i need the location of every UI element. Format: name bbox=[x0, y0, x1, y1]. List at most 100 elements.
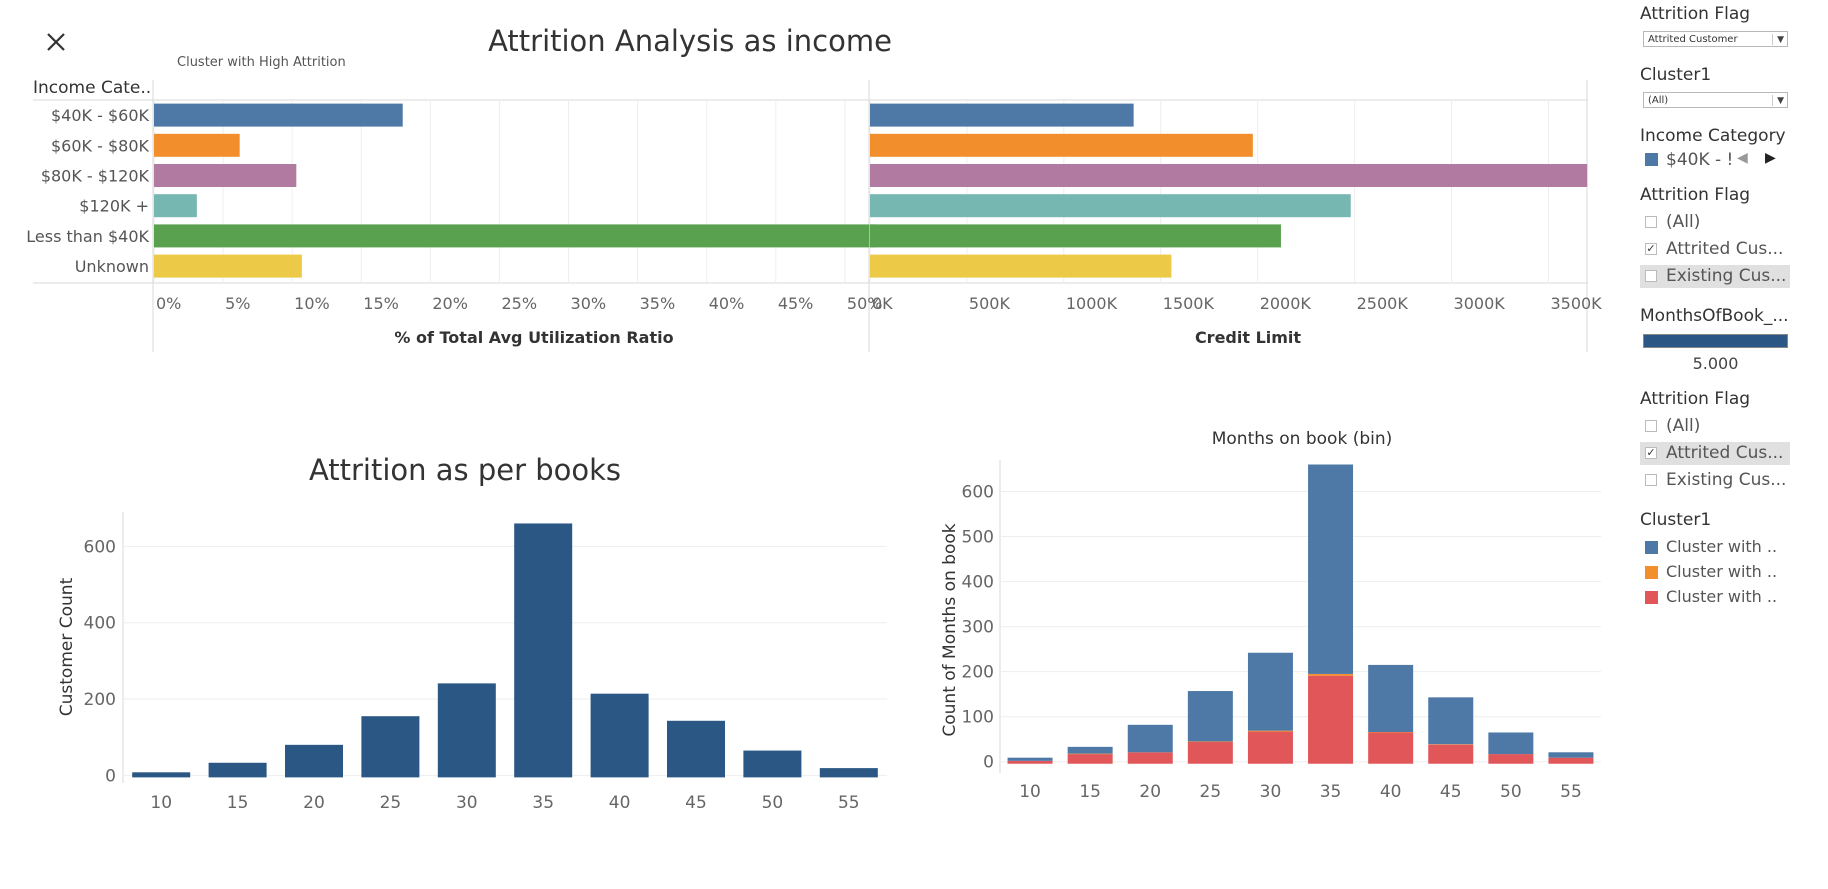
x-tick-label: 10 bbox=[1019, 782, 1041, 802]
filter-option-label: Attrited Cus... bbox=[1666, 443, 1784, 463]
tick-label-utilization: 10% bbox=[294, 294, 330, 313]
checkbox-icon bbox=[1645, 474, 1657, 486]
stacked-bar-segment-0 bbox=[1007, 760, 1053, 764]
legend-swatch bbox=[1645, 566, 1658, 579]
attrition-flag-list-1-title: Attrition Flag bbox=[1640, 185, 1751, 205]
filter-option[interactable]: (All) bbox=[1640, 211, 1790, 234]
tick-label-utilization: 50% bbox=[847, 294, 883, 313]
stacked-bar-segment-2 bbox=[1368, 664, 1414, 733]
stacked-bar-segment-2 bbox=[1428, 697, 1474, 745]
tick-label-utilization: 30% bbox=[571, 294, 607, 313]
chart-title: Months on book (bin) bbox=[1212, 429, 1393, 449]
chart-title: Attrition as per books bbox=[309, 453, 621, 487]
bar-utilization bbox=[154, 133, 240, 157]
row-header: Income Cate.. bbox=[33, 78, 151, 98]
attrition-flag-dropdown[interactable]: Attrited Customer ▼ bbox=[1643, 31, 1788, 47]
attrition-flag-list-2-title: Attrition Flag bbox=[1640, 389, 1751, 409]
x-tick-label: 55 bbox=[838, 793, 860, 813]
caret-right-icon[interactable]: ▶ bbox=[1765, 150, 1776, 166]
legend-item[interactable]: Cluster with .. bbox=[1640, 536, 1790, 558]
filter-panel: Attrition Flag Attrited Customer ▼ Clust… bbox=[1640, 0, 1828, 889]
cluster1-dropdown[interactable]: (All) ▼ bbox=[1643, 92, 1788, 108]
months-of-book-value: 5.000 bbox=[1692, 354, 1739, 373]
bar-utilization bbox=[154, 194, 197, 218]
bar-credit-limit bbox=[870, 133, 1253, 157]
filter-option[interactable]: Existing Cus... bbox=[1640, 469, 1790, 492]
x-tick-label: 30 bbox=[456, 793, 478, 813]
y-tick-label: 500 bbox=[962, 528, 994, 548]
filter-option-label: Attrited Cus... bbox=[1666, 239, 1784, 259]
stacked-bar-segment-0 bbox=[1247, 731, 1293, 764]
tick-label-utilization: 0% bbox=[156, 294, 181, 313]
stacked-bar-segment-2 bbox=[1127, 724, 1173, 753]
dropdown-separator bbox=[1772, 95, 1773, 106]
cluster1-title: Cluster1 bbox=[1640, 65, 1712, 85]
x-tick-label: 40 bbox=[1380, 782, 1402, 802]
attrition-books-chart: Attrition as per books Customer Count 0 200… bbox=[57, 453, 887, 813]
category-label: Unknown bbox=[75, 257, 149, 276]
caret-left-icon[interactable]: ◀ bbox=[1737, 150, 1748, 166]
bar bbox=[590, 693, 649, 778]
tick-label-utilization: 35% bbox=[640, 294, 676, 313]
stacked-bar-segment-2 bbox=[1488, 732, 1534, 755]
filter-option[interactable]: (All) bbox=[1640, 415, 1790, 438]
filter-option[interactable]: ✓ Attrited Cus... bbox=[1640, 442, 1790, 465]
filter-option[interactable]: ✓ Attrited Cus... bbox=[1640, 238, 1790, 261]
stacked-bar-segment-2 bbox=[1247, 652, 1293, 731]
x-tick-label: 45 bbox=[685, 793, 707, 813]
legend-label: Cluster with .. bbox=[1666, 537, 1778, 556]
close-button[interactable] bbox=[44, 30, 68, 54]
y-tick-label: 200 bbox=[962, 663, 994, 683]
dropdown-separator bbox=[1772, 34, 1773, 45]
stacked-bar-segment-0 bbox=[1127, 752, 1173, 764]
category-label: $120K + bbox=[79, 197, 149, 216]
x-tick-label: 15 bbox=[1079, 782, 1101, 802]
attrition-flag-dropdown-value: Attrited Customer bbox=[1648, 34, 1738, 45]
bar bbox=[361, 716, 420, 778]
tick-label-credit-limit: 500K bbox=[969, 294, 1011, 313]
bar-credit-limit bbox=[870, 224, 1281, 248]
bar-credit-limit bbox=[870, 194, 1351, 218]
x-tick-label: 25 bbox=[1200, 782, 1222, 802]
stacked-bar-segment-2 bbox=[1007, 757, 1053, 761]
checkbox-checked-icon: ✓ bbox=[1645, 242, 1657, 255]
tick-label-credit-limit: 2000K bbox=[1260, 294, 1312, 313]
x-tick-label: 35 bbox=[1320, 782, 1342, 802]
category-label: $40K - $60K bbox=[51, 106, 150, 125]
stacked-bar-segment-0 bbox=[1067, 754, 1113, 764]
y-tick-label: 400 bbox=[962, 573, 994, 593]
filter-option-label: Existing Cus... bbox=[1666, 470, 1787, 490]
y-axis-title: Count of Months on book bbox=[940, 523, 960, 736]
filter-option-label: (All) bbox=[1666, 416, 1701, 436]
chevron-down-icon: ▼ bbox=[1777, 96, 1784, 106]
legend-label: Cluster with .. bbox=[1666, 562, 1778, 581]
category-label: $80K - $120K bbox=[41, 167, 150, 186]
tick-label-credit-limit: 0K bbox=[872, 294, 893, 313]
x-tick-label: 15 bbox=[227, 793, 249, 813]
bar bbox=[132, 772, 191, 778]
checkbox-icon bbox=[1645, 270, 1657, 282]
x-tick-label: 30 bbox=[1260, 782, 1282, 802]
months-on-book-chart: Months on book (bin) Count of Months on b… bbox=[940, 429, 1601, 802]
filter-option[interactable]: Existing Cus... bbox=[1640, 265, 1790, 288]
months-of-book-slider[interactable] bbox=[1643, 334, 1788, 348]
bar bbox=[667, 720, 725, 778]
x-tick-label: 20 bbox=[1139, 782, 1161, 802]
dashboard-title: Attrition Analysis as income bbox=[488, 24, 892, 58]
legend-item[interactable]: Cluster with .. bbox=[1640, 561, 1790, 583]
income-category-title: Income Category bbox=[1640, 126, 1786, 146]
y-tick-label: 0 bbox=[983, 753, 994, 773]
stacked-bar-segment-1 bbox=[1308, 673, 1354, 676]
stacked-bar-segment-2 bbox=[1308, 464, 1354, 674]
x-tick-label: 10 bbox=[150, 793, 172, 813]
legend-item[interactable]: Cluster with .. bbox=[1640, 586, 1790, 608]
bar-credit-limit bbox=[870, 254, 1172, 278]
bar-utilization bbox=[154, 224, 877, 248]
stacked-bar-segment-0 bbox=[1548, 757, 1594, 764]
y-tick-label: 200 bbox=[84, 690, 116, 710]
tick-label-credit-limit: 1500K bbox=[1163, 294, 1215, 313]
cluster1-dropdown-value: (All) bbox=[1648, 95, 1669, 106]
y-axis-title: Customer Count bbox=[57, 577, 77, 716]
x-tick-label: 50 bbox=[1500, 782, 1522, 802]
bar bbox=[285, 744, 343, 778]
